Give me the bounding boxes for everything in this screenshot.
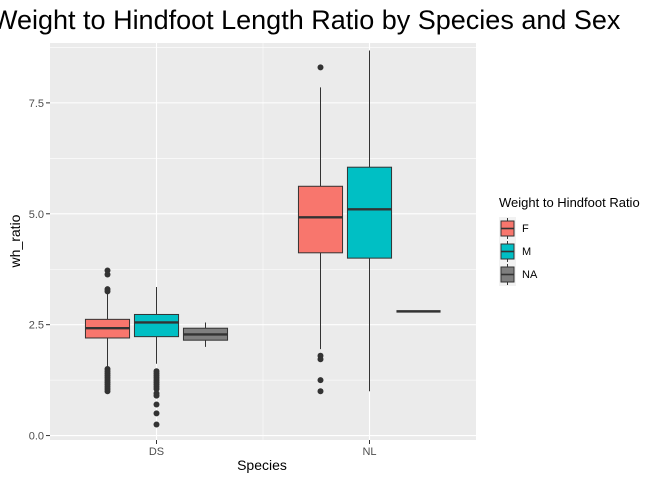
boxplot-m-nl — [346, 50, 393, 392]
legend-label: M — [522, 246, 531, 258]
legend: Weight to Hindfoot Ratio FM NA — [499, 195, 640, 286]
box-layer — [84, 50, 441, 428]
x-tick-label: NL — [362, 446, 376, 458]
legend-label: NA — [522, 269, 538, 281]
boxplot-f-nl — [297, 64, 344, 395]
box-body — [346, 166, 393, 259]
outlier-point — [104, 271, 111, 278]
boxplot-f-ds — [84, 267, 131, 395]
legend-item-m: M — [499, 240, 531, 263]
legend-title: Weight to Hindfoot Ratio — [499, 195, 640, 210]
outlier-point — [317, 356, 324, 363]
box-body — [133, 313, 180, 338]
outlier-point — [153, 421, 160, 428]
outlier-point — [153, 410, 160, 417]
y-axis-title: wh_ratio — [7, 214, 23, 268]
boxplot-m-ds — [133, 286, 180, 428]
boxplot-na-ds — [182, 322, 229, 347]
x-axis-title: Species — [237, 457, 287, 473]
y-tick-label: 7.5 — [29, 98, 44, 110]
outlier-point — [317, 64, 324, 71]
outlier-point — [104, 388, 111, 395]
outlier-point — [153, 392, 160, 399]
y-tick-label: 2.5 — [29, 320, 44, 332]
tick-layer: 0.0 2.5 5.0 7.5 DS NL — [29, 98, 377, 458]
legend-item-na: NA — [499, 263, 538, 286]
y-tick-label: 0.0 — [29, 431, 44, 443]
x-tick-label: DS — [149, 446, 164, 458]
outlier-point — [317, 388, 324, 395]
chart-title: Weight to Hindfoot Length Ratio by Speci… — [0, 5, 621, 35]
outlier-point — [153, 385, 160, 392]
outlier-point — [317, 377, 324, 384]
outlier-point — [153, 401, 160, 408]
legend-label: F — [522, 223, 529, 235]
y-tick-label: 5.0 — [29, 209, 44, 221]
legend-item-f: F — [499, 217, 529, 240]
outlier-point — [104, 288, 111, 295]
box-body — [297, 185, 344, 254]
